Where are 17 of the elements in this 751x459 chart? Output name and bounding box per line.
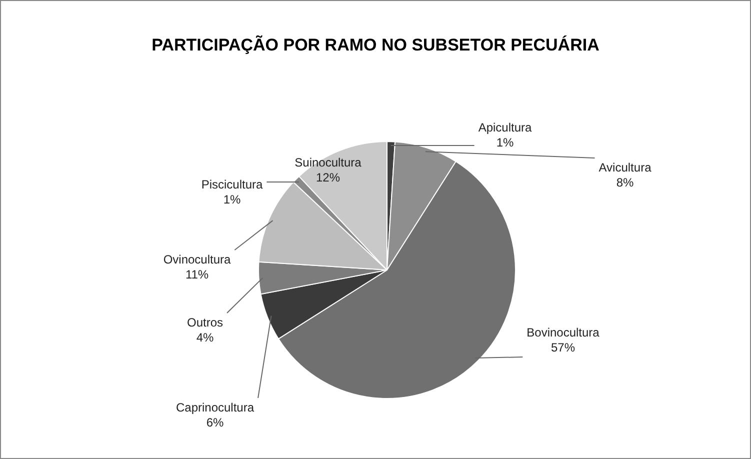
slice-label: Suinocultura <box>294 155 362 170</box>
data-label: 57% <box>550 340 576 354</box>
data-label: 12% <box>316 170 340 184</box>
data-label: 11% <box>185 267 209 282</box>
data-label: 1% <box>223 192 241 206</box>
data-label: 1% <box>496 135 514 150</box>
slice-label: Outros <box>186 315 224 330</box>
slice-label: Ovinocultura <box>163 252 232 266</box>
slice-label: Apicultura <box>478 120 532 134</box>
slice-label: Bovinocultura <box>526 325 600 340</box>
data-label: 4% <box>196 330 214 344</box>
chart-title: PARTICIPAÇÃO POR RAMO NO SUBSETOR PECUÁRIA <box>152 34 600 55</box>
slice-label: Caprinocultura <box>176 400 254 414</box>
data-label: 6% <box>206 415 224 430</box>
slice-label: Piscicultura <box>201 177 263 192</box>
slice-label: Avicultura <box>598 160 652 174</box>
data-label: 8% <box>616 175 634 190</box>
